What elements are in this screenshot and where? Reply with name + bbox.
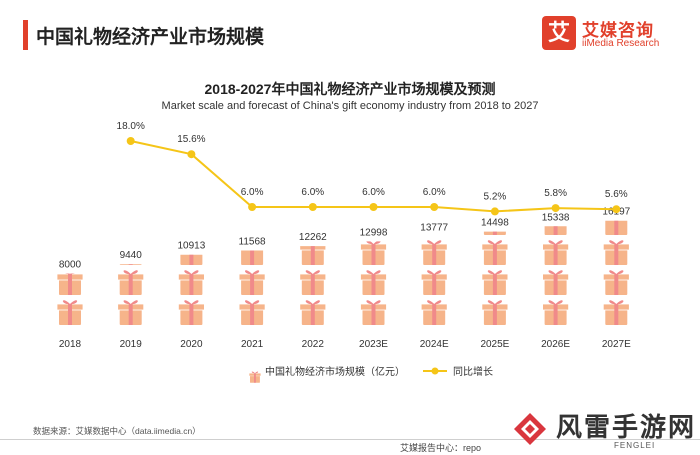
legend-bar-label: 中国礼物经济市场规模（亿元）: [265, 365, 405, 378]
growth-value-label: 15.6%: [177, 134, 205, 145]
bar-2025E: [481, 231, 509, 325]
bar-value-label: 12998: [360, 227, 388, 238]
report-center-link[interactable]: 艾媒报告中心：repo: [400, 443, 482, 453]
bar-value-label: 12262: [299, 232, 327, 243]
growth-value-label: 18.0%: [117, 121, 145, 132]
x-tick-label: 2022: [302, 339, 325, 350]
growth-point: [126, 137, 135, 145]
bar-value-label: 15338: [542, 212, 570, 223]
growth-value-label: 6.0%: [362, 187, 385, 198]
x-tick-label: 2027E: [602, 339, 631, 350]
bar-2024E: [420, 240, 448, 325]
bar-2027E: [602, 220, 630, 325]
legend-gift-icon: [248, 371, 261, 383]
growth-value-label: 6.0%: [301, 187, 324, 198]
watermark-text: 风雷手游网: [556, 412, 697, 442]
bar-value-label: 9440: [120, 250, 143, 261]
logo-name-en: iiMedia Research: [582, 38, 660, 49]
watermark-logo-icon: [514, 413, 546, 445]
bar-value-label: 13777: [420, 222, 448, 233]
growth-point: [551, 204, 560, 213]
iimedia-logo: 艾 艾媒咨询 iiMedia Research: [542, 14, 684, 56]
legend-line-label: 同比增长: [453, 365, 493, 378]
x-tick-label: 2019: [120, 339, 143, 350]
growth-point: [308, 203, 317, 211]
growth-point: [248, 203, 257, 211]
growth-point: [612, 205, 621, 214]
watermark-subtext: FENGLEI: [614, 441, 656, 450]
bar-2022: [299, 246, 327, 325]
title-accent-bar: [23, 20, 28, 50]
page-title: 中国礼物经济产业市场规模: [36, 27, 265, 48]
growth-point: [490, 207, 499, 216]
data-source: 数据来源：艾媒数据中心（data.iimedia.cn）: [33, 426, 201, 436]
footer-divider: [0, 439, 700, 440]
growth-point: [187, 150, 196, 159]
bar-2026E: [542, 226, 569, 325]
bar-value-label: 14498: [481, 218, 509, 229]
bar-2019: [117, 264, 145, 325]
growth-value-label: 5.6%: [605, 189, 628, 200]
bar-value-label: 8000: [59, 260, 82, 271]
bar-2020: [177, 254, 205, 325]
bar-series: [56, 220, 630, 325]
bar-value-label: 10913: [177, 241, 205, 252]
bar-2021: [238, 250, 266, 325]
logo-mark-icon: 艾: [542, 16, 576, 50]
logo-name-cn: 艾媒咨询: [582, 21, 654, 40]
watermark: 风雷手游网 FENGLEI: [508, 405, 698, 455]
growth-line: [130, 140, 617, 213]
growth-point: [430, 203, 439, 211]
growth-point: [369, 203, 378, 211]
growth-line-series: 18.0% 15.6% 6.0% 6.0% 6.0% 6.0% 5.2% 5.8% 5.6%: [117, 121, 628, 216]
legend-line-marker: [431, 367, 439, 375]
bar-2023E: [360, 241, 387, 325]
legend: 中国礼物经济市场规模（亿元） 同比增长: [248, 365, 493, 383]
growth-value-label: 6.0%: [241, 187, 264, 198]
growth-value-label: 6.0%: [423, 187, 446, 198]
growth-value-label: 5.8%: [544, 188, 567, 199]
x-tick-label: 2025E: [480, 339, 509, 350]
x-tick-label: 2024E: [420, 339, 449, 350]
x-tick-label: 2023E: [359, 339, 388, 350]
bar-value-label: 11568: [239, 237, 267, 248]
chart-subtitle: Market scale and forecast of China's gif…: [161, 100, 539, 112]
x-tick-label: 2018: [59, 339, 82, 350]
x-tick-label: 2020: [180, 339, 203, 350]
x-tick-label: 2021: [241, 339, 264, 350]
growth-value-label: 5.2%: [484, 191, 507, 202]
x-tick-label: 2026E: [541, 339, 570, 350]
bar-2018: [56, 273, 84, 325]
chart-title: 2018-2027年中国礼物经济产业市场规模及预测: [204, 81, 496, 97]
